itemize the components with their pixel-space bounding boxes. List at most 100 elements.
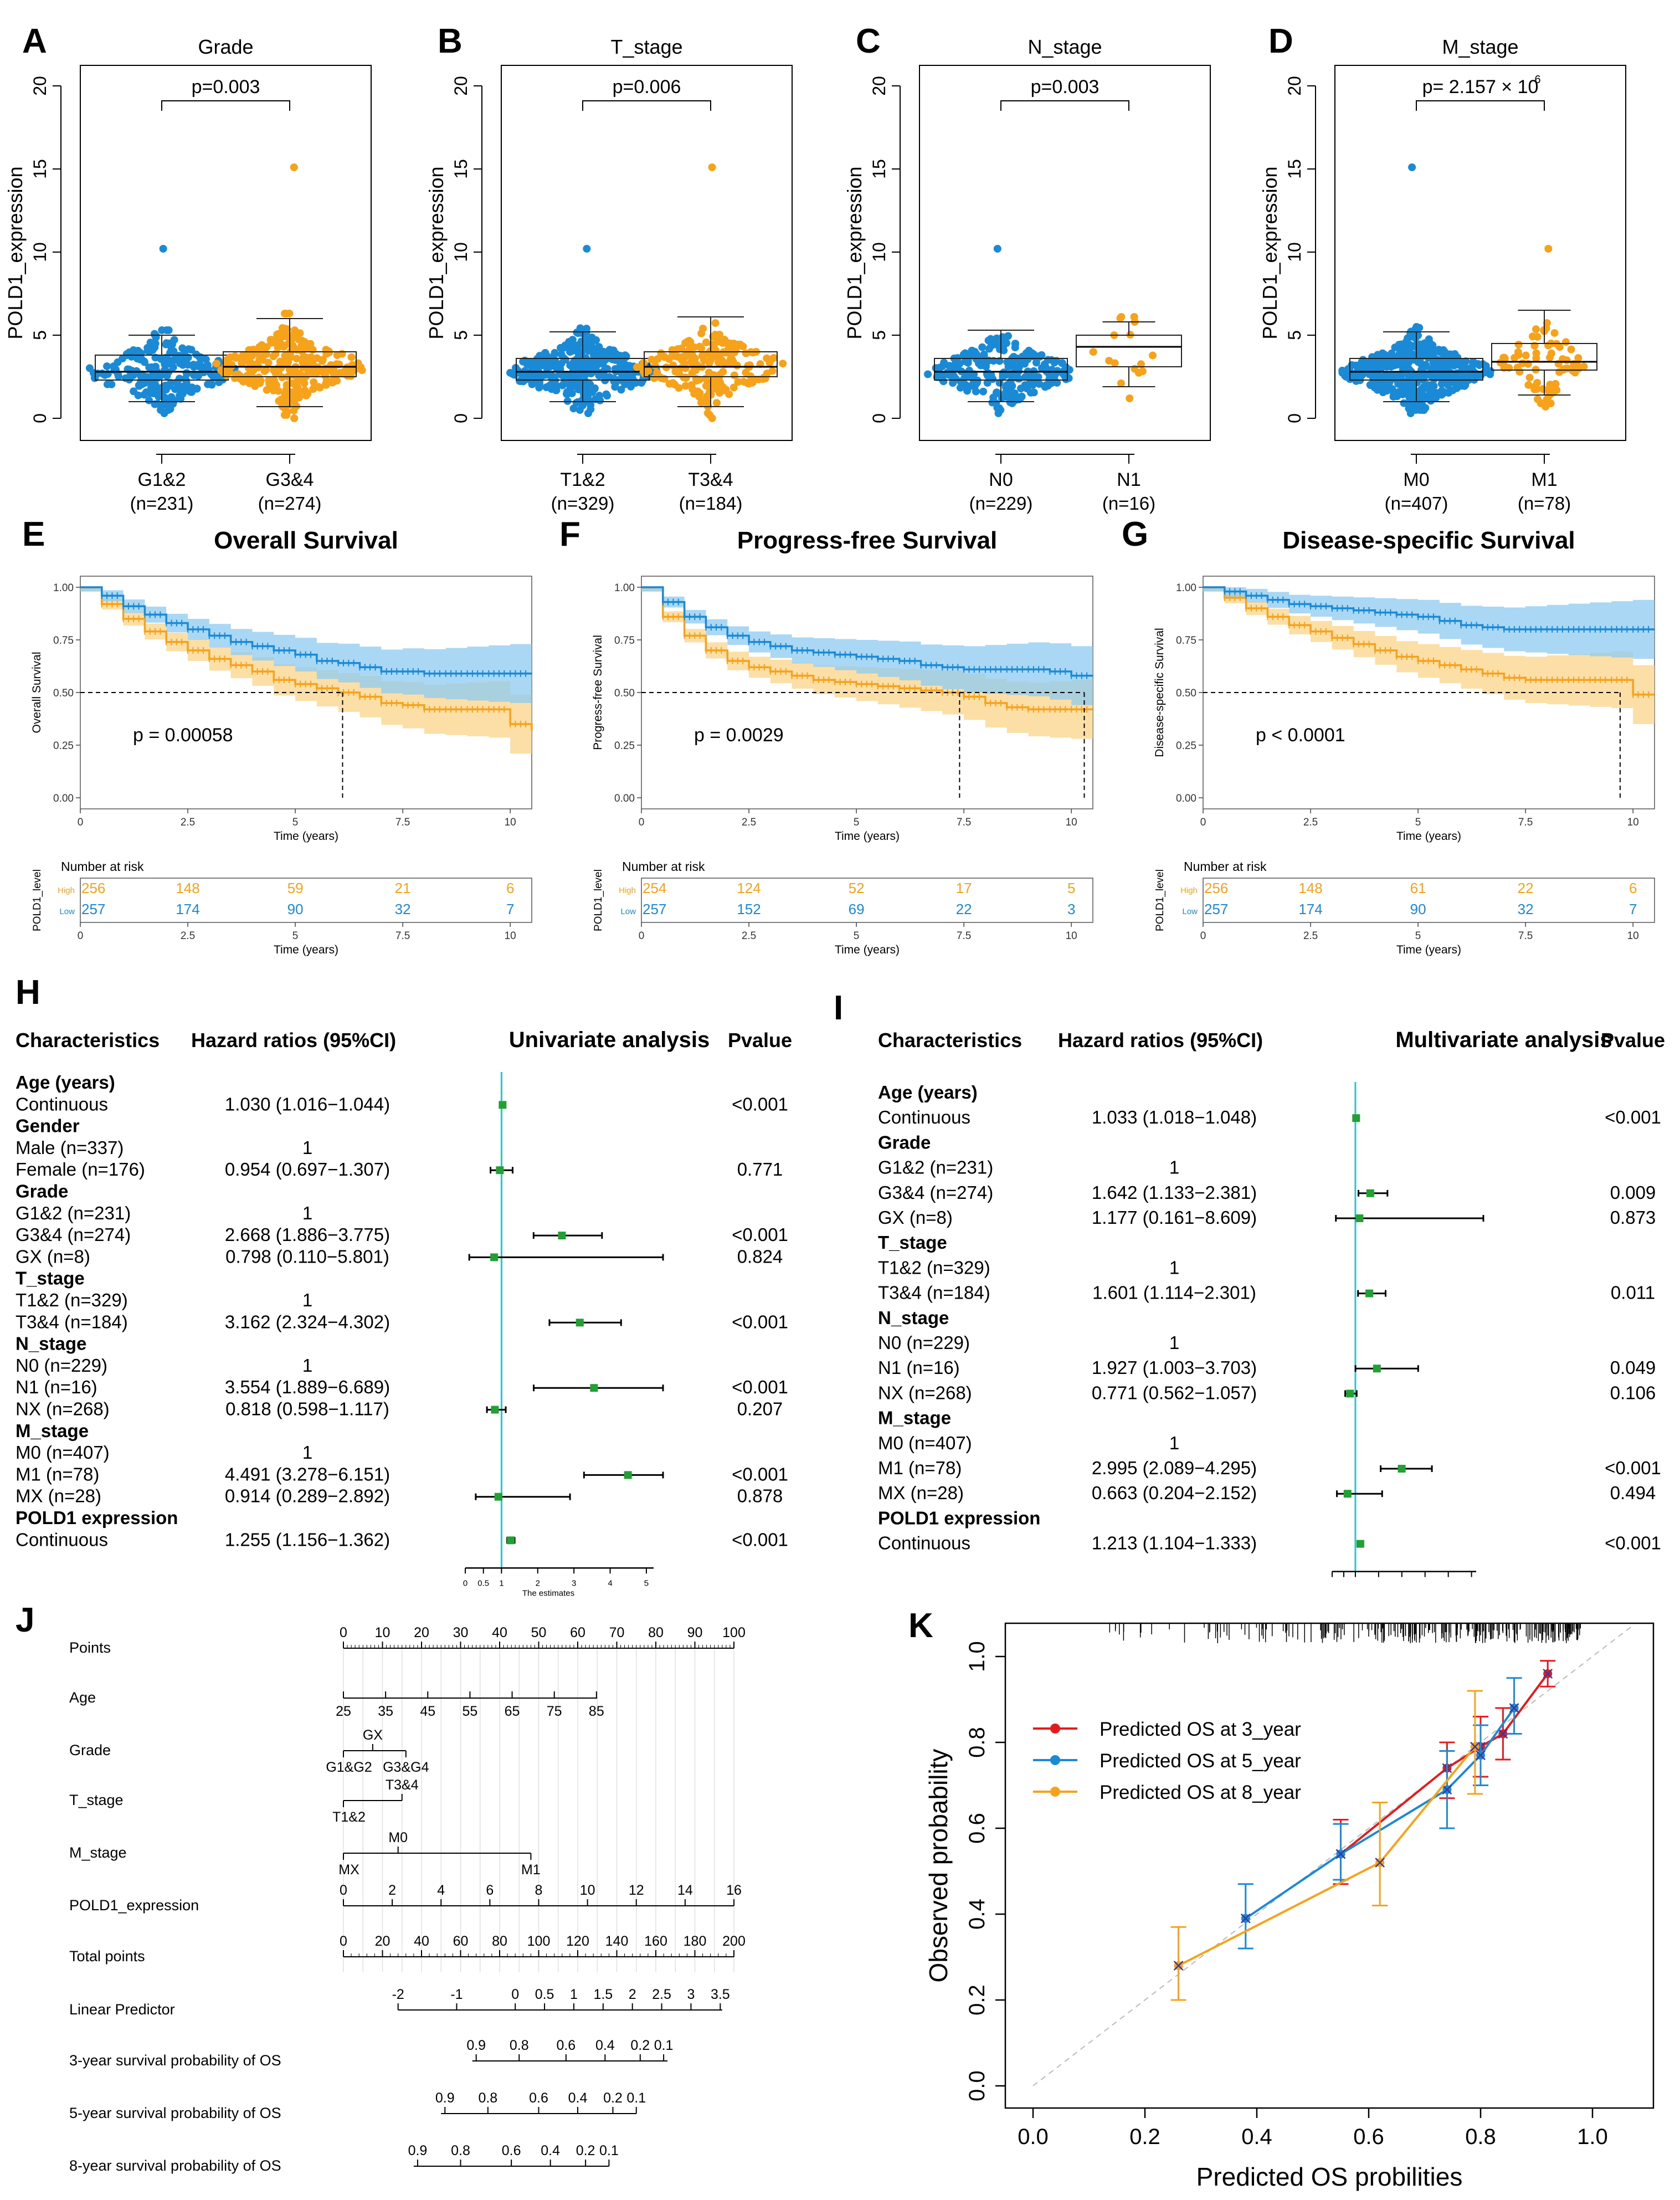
data-point — [322, 381, 330, 389]
data-point — [85, 364, 94, 372]
data-point — [725, 390, 733, 398]
y-tick-label: 0.00 — [53, 793, 74, 804]
y-tick-label: 0.75 — [614, 635, 635, 647]
x-tick-label: 0 — [78, 817, 84, 828]
x-tick-label: N1 — [1117, 469, 1140, 490]
data-point — [140, 358, 148, 366]
x-axis-label: Time (years) — [274, 943, 338, 956]
data-point — [1006, 357, 1014, 365]
data-point — [151, 340, 160, 348]
data-point — [145, 396, 153, 404]
data-point — [702, 339, 710, 347]
data-point — [703, 378, 712, 387]
data-point — [287, 336, 295, 344]
group-heading: POLD1 expression — [878, 1507, 1040, 1528]
data-point — [1029, 352, 1037, 361]
data-point — [357, 363, 365, 371]
x-tick-label: 10 — [505, 930, 516, 942]
p-value-label: p=0.006 — [613, 76, 681, 98]
observed-marker — [1375, 1858, 1385, 1868]
risk-group-label: Low — [59, 907, 75, 916]
data-point — [582, 325, 590, 333]
hazard-ratio-text: 0.914 (0.289−2.892) — [225, 1486, 390, 1506]
chart-title: Disease-specific Survival — [1282, 527, 1575, 554]
data-point — [587, 405, 595, 413]
data-point — [552, 364, 561, 372]
scale-label: 0.5 — [535, 1987, 554, 2002]
forest-multivariate: I Characteristics Hazard ratios (95%CI) Mul… — [834, 989, 1665, 1577]
data-point — [1457, 382, 1466, 390]
data-point — [286, 371, 295, 379]
scale-label: 0.6 — [556, 2038, 576, 2053]
data-point — [1348, 361, 1356, 369]
x-tick-label: 0.0 — [1018, 2125, 1049, 2149]
data-point — [159, 245, 167, 253]
data-point — [1544, 341, 1553, 350]
boxplot-panel-B: B T_stage 0 5 10 15 20 POLD1_expression T1&2 (n=3… — [425, 22, 793, 514]
data-point — [245, 364, 253, 372]
legend-swatch-point — [1050, 1755, 1060, 1765]
data-point — [1427, 365, 1436, 373]
scale-label: 75 — [547, 1704, 562, 1719]
hazard-ratio-point — [1365, 1289, 1374, 1298]
scale-label: 180 — [684, 1934, 707, 1949]
sample-size-label: (n=184) — [679, 493, 743, 514]
scale-label: 25 — [336, 1704, 351, 1719]
data-point — [1029, 375, 1037, 383]
x-tick-label: M1 — [1531, 469, 1557, 490]
data-point — [968, 346, 976, 355]
data-point — [669, 361, 677, 370]
data-point — [207, 380, 215, 388]
data-point — [1525, 373, 1534, 382]
data-point — [253, 360, 261, 368]
x-tick-label: M0 — [1403, 469, 1429, 490]
y-tick-label: 0.25 — [614, 740, 635, 752]
ideal-line — [1032, 1625, 1632, 2086]
scale-label: 65 — [505, 1704, 520, 1719]
data-point — [1050, 358, 1059, 367]
hazard-ratio-text: 1 — [302, 1442, 312, 1463]
hazard-ratio-text: 1.213 (1.104−1.333) — [1092, 1533, 1257, 1553]
scale-label: 140 — [605, 1934, 629, 1949]
scale-label: 0.8 — [478, 2090, 497, 2106]
scale-label: 0.1 — [654, 2038, 674, 2053]
y-tick-label: 0 — [30, 413, 50, 423]
risk-count: 6 — [1629, 880, 1637, 896]
forest-univariate: H Characteristics Hazard ratios (95%CI) Uni… — [16, 973, 792, 1598]
data-point — [162, 339, 171, 347]
data-point — [934, 372, 943, 380]
scale-label: -1 — [450, 1987, 463, 2002]
hazard-ratio-text: 1 — [302, 1290, 312, 1310]
data-point — [713, 399, 721, 407]
data-point — [1445, 389, 1453, 397]
risk-table-title: Number at risk — [1184, 859, 1267, 874]
hazard-ratio-point — [1398, 1465, 1406, 1473]
y-tick-label: 10 — [869, 242, 889, 262]
data-point — [770, 353, 778, 362]
y-tick-label: 10 — [451, 242, 471, 262]
p-value: <0.001 — [732, 1377, 788, 1397]
data-point — [993, 340, 1001, 348]
data-point — [171, 385, 179, 393]
data-point — [184, 361, 192, 369]
y-tick-label: 0.0 — [965, 2070, 989, 2101]
confidence-band — [641, 587, 1093, 707]
y-tick-label: 1.00 — [1176, 582, 1196, 594]
nomogram-variable-label: 8-year survival probability of OS — [69, 2157, 281, 2174]
legend-label: Predicted OS at 5_year — [1100, 1750, 1301, 1772]
x-axis-label: Time (years) — [1396, 830, 1461, 843]
data-point — [953, 365, 962, 373]
data-point — [612, 379, 620, 387]
data-point — [249, 379, 258, 387]
risk-count: 59 — [287, 880, 304, 896]
data-point — [763, 354, 771, 362]
p-value: <0.001 — [732, 1224, 788, 1245]
sample-size-label: (n=274) — [258, 493, 322, 514]
row-label: M0 (n=407) — [16, 1442, 110, 1463]
risk-table-frame — [641, 878, 1093, 923]
p-value: <0.001 — [732, 1529, 788, 1550]
y-tick-label: 15 — [869, 159, 889, 179]
data-point — [587, 364, 595, 372]
nomogram-variable-label: POLD1_expression — [69, 1897, 199, 1914]
risk-table-frame — [1203, 878, 1655, 923]
